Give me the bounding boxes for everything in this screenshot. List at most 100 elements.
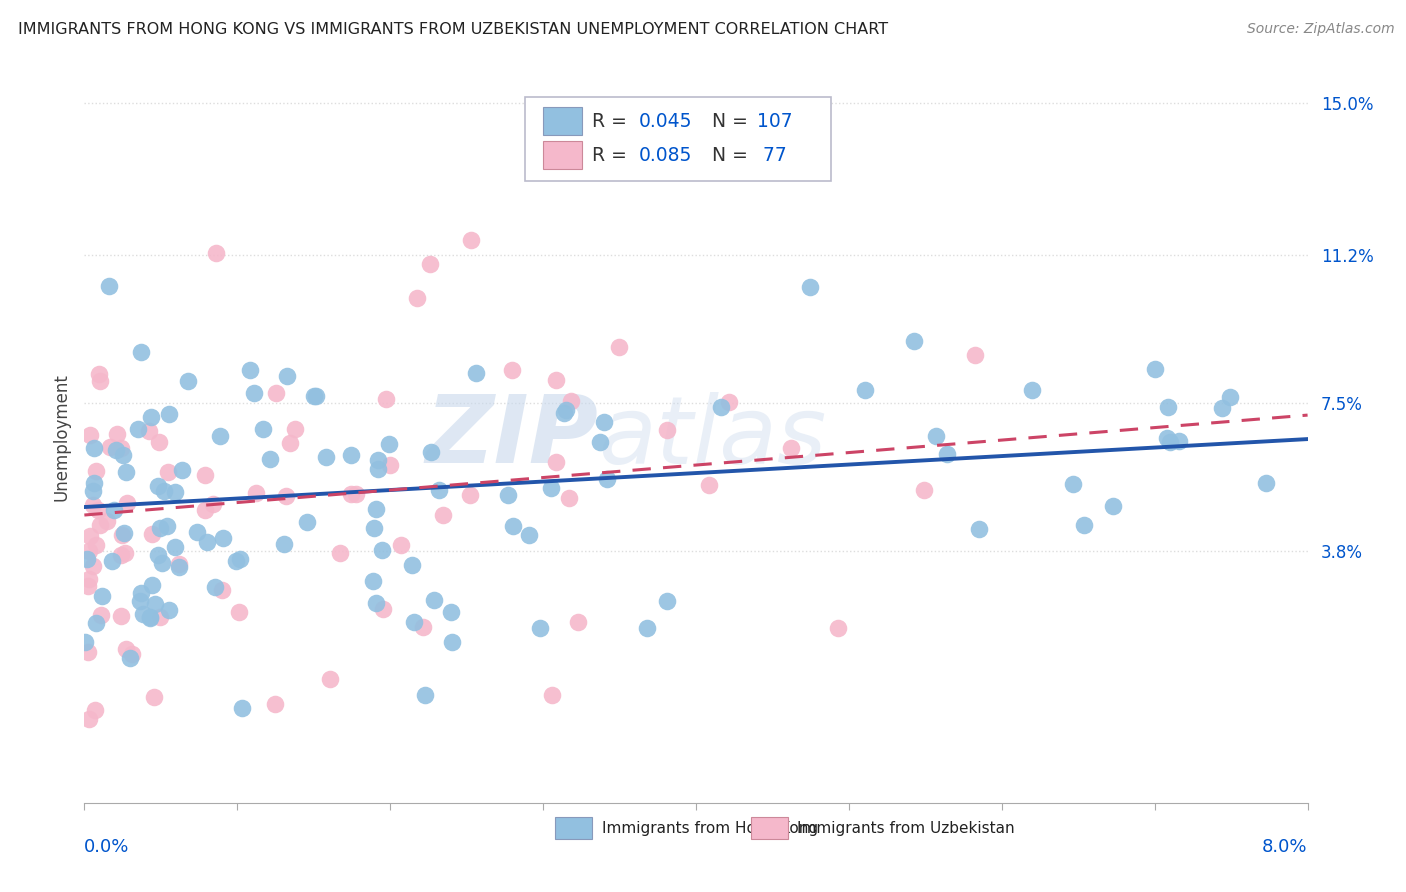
Point: [295, 515, 318, 529]
Text: N =: N =: [711, 112, 748, 130]
Point: [371, 543, 394, 558]
Point: [367, 453, 389, 467]
Point: [419, 257, 441, 271]
Point: [1102, 499, 1125, 513]
Point: [366, 501, 388, 516]
Point: [129, 586, 152, 600]
Bar: [751, 817, 787, 839]
Point: [82, 498, 104, 512]
Point: [1211, 401, 1233, 415]
Point: [589, 435, 612, 450]
Point: [146, 479, 169, 493]
Point: [305, 389, 328, 403]
Point: [501, 362, 523, 376]
Point: [146, 548, 169, 562]
Point: [229, 552, 252, 566]
Point: [141, 578, 163, 592]
Point: [502, 519, 524, 533]
Point: [967, 522, 990, 536]
Point: [541, 688, 564, 702]
Point: [150, 556, 173, 570]
Point: [280, 436, 302, 450]
Point: [121, 647, 143, 661]
Point: [637, 621, 659, 635]
Point: [157, 407, 180, 421]
Point: [157, 603, 180, 617]
Text: R =: R =: [592, 146, 627, 165]
Text: 0.0%: 0.0%: [84, 838, 129, 856]
Point: [377, 437, 399, 451]
Point: [717, 394, 740, 409]
Point: [284, 422, 307, 436]
Text: 77: 77: [758, 146, 787, 165]
Point: [170, 463, 193, 477]
Point: [89, 367, 111, 381]
Point: [912, 483, 935, 498]
Point: [167, 559, 190, 574]
Point: [496, 488, 519, 502]
Point: [79, 529, 101, 543]
Point: [105, 442, 128, 457]
Point: [84, 537, 107, 551]
Point: [402, 615, 425, 629]
Point: [132, 607, 155, 622]
Point: [211, 583, 233, 598]
Point: [79, 428, 101, 442]
Y-axis label: Unemployment: Unemployment: [52, 373, 70, 501]
Point: [82, 484, 104, 499]
Point: [225, 554, 247, 568]
Point: [204, 580, 226, 594]
Text: Immigrants from Uzbekistan: Immigrants from Uzbekistan: [797, 821, 1015, 836]
FancyBboxPatch shape: [524, 97, 831, 181]
Point: [96, 514, 118, 528]
Point: [423, 592, 446, 607]
Point: [607, 339, 630, 353]
Point: [427, 483, 450, 497]
Point: [1219, 390, 1241, 404]
Point: [115, 466, 138, 480]
Point: [366, 596, 388, 610]
Point: [412, 620, 434, 634]
Text: IMMIGRANTS FROM HONG KONG VS IMMIGRANTS FROM UZBEKISTAN UNEMPLOYMENT CORRELATION: IMMIGRANTS FROM HONG KONG VS IMMIGRANTS …: [18, 22, 889, 37]
Point: [243, 386, 266, 401]
Point: [780, 441, 803, 455]
Text: 107: 107: [758, 112, 793, 130]
Point: [163, 485, 186, 500]
Point: [197, 535, 219, 549]
Point: [114, 546, 136, 560]
Point: [560, 394, 582, 409]
Point: [1062, 477, 1084, 491]
Point: [318, 672, 340, 686]
Point: [163, 541, 186, 555]
Point: [252, 422, 274, 436]
Point: [363, 574, 385, 588]
Point: [405, 291, 427, 305]
Point: [697, 477, 720, 491]
Point: [903, 334, 925, 348]
Point: [138, 610, 160, 624]
Point: [596, 472, 619, 486]
Point: [194, 468, 217, 483]
Point: [553, 405, 575, 419]
Point: [77, 712, 100, 726]
Point: [76, 552, 98, 566]
Point: [592, 415, 614, 429]
Point: [142, 690, 165, 704]
Point: [157, 465, 180, 479]
Text: N =: N =: [711, 146, 748, 165]
Point: [259, 451, 281, 466]
Point: [339, 449, 361, 463]
Point: [139, 611, 162, 625]
Point: [112, 525, 135, 540]
Point: [90, 607, 112, 622]
Point: [110, 608, 132, 623]
Point: [389, 538, 412, 552]
Point: [129, 594, 152, 608]
Text: 8.0%: 8.0%: [1263, 838, 1308, 856]
Point: [148, 434, 170, 449]
Point: [274, 489, 297, 503]
Point: [212, 531, 235, 545]
Point: [205, 246, 228, 260]
Point: [432, 508, 454, 522]
Point: [143, 598, 166, 612]
